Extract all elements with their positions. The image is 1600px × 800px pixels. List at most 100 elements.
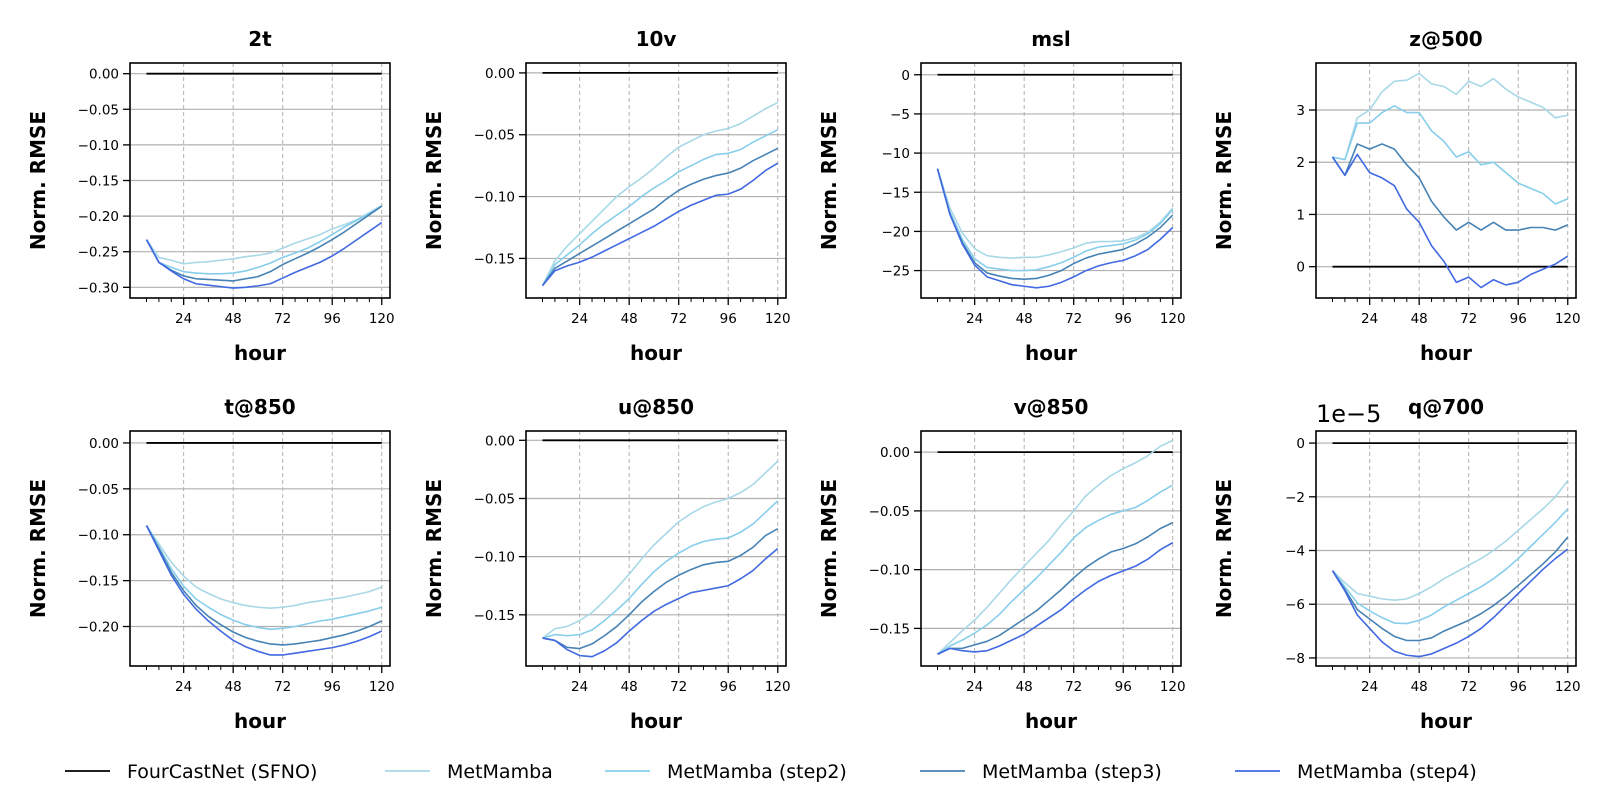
x-tick-label: 96 bbox=[324, 311, 341, 327]
y-axis-label: Norm. RMSE bbox=[422, 111, 446, 250]
y-tick-label: 3 bbox=[1296, 103, 1305, 119]
y-tick-label: −0.15 bbox=[78, 174, 119, 190]
y-tick-label: −0.10 bbox=[869, 563, 910, 579]
subplot-10v: 24 48 72 96 120 0.00 −0.05 −0.10 −0.15 10v hour Nor… bbox=[422, 27, 791, 365]
x-axis-label: hour bbox=[1420, 709, 1472, 733]
x-axis-label: hour bbox=[234, 341, 286, 365]
y-tick-label: −20 bbox=[882, 224, 911, 240]
legend-item: MetMamba bbox=[385, 761, 553, 783]
subplot-t@850: 24 48 72 96 120 0.00 −0.05 −0.10 −0.15 −0.20 t@850… bbox=[26, 395, 395, 733]
subplot-z@500: 24 48 72 96 120 3 2 1 0 z@500 hour Norm. RMSE bbox=[1212, 27, 1581, 365]
series-line-metmamba-step3- bbox=[936, 168, 1174, 281]
series-line-metmamba bbox=[1331, 480, 1569, 602]
series-line-metmamba-step2- bbox=[937, 484, 1174, 655]
subplot-title: z@500 bbox=[1409, 27, 1482, 51]
y-tick-label: 0.00 bbox=[89, 67, 119, 83]
x-tick-label: 72 bbox=[670, 311, 687, 327]
y-tick-label: 0 bbox=[1296, 260, 1305, 276]
subplot-u@850: 24 48 72 96 120 0.00 −0.05 −0.10 −0.15 u@850 hour N… bbox=[422, 395, 791, 733]
y-tick-label: −0.10 bbox=[474, 550, 515, 566]
y-tick-label: 0 bbox=[1296, 436, 1305, 452]
series-line-metmamba bbox=[145, 525, 383, 609]
y-tick-label: −0.05 bbox=[869, 504, 910, 520]
series-line-metmamba bbox=[1332, 72, 1568, 161]
y-tick-label: −0.15 bbox=[78, 574, 119, 590]
x-tick-label: 48 bbox=[1411, 679, 1428, 695]
y-tick-label: −0.15 bbox=[474, 608, 515, 624]
x-tick-label: 96 bbox=[1510, 679, 1527, 695]
legend-item: FourCastNet (SFNO) bbox=[65, 761, 317, 783]
series-line-metmamba-step4- bbox=[542, 547, 779, 658]
y-tick-label: −5 bbox=[890, 107, 910, 123]
x-tick-label: 24 bbox=[175, 679, 192, 695]
series-line-metmamba bbox=[542, 460, 779, 639]
x-axis-label: hour bbox=[234, 709, 286, 733]
axes-frame bbox=[1315, 62, 1577, 299]
series-line-metmamba-step2- bbox=[145, 525, 382, 631]
legend-item: MetMamba (step2) bbox=[605, 761, 847, 783]
y-tick-label: −2 bbox=[1285, 490, 1305, 506]
y-tick-label: −6 bbox=[1285, 597, 1305, 613]
x-axis-label: hour bbox=[1420, 341, 1472, 365]
x-tick-label: 72 bbox=[1460, 311, 1477, 327]
series-line-metmamba-step2- bbox=[542, 500, 779, 639]
x-tick-label: 72 bbox=[1460, 679, 1477, 695]
x-axis-label: hour bbox=[630, 341, 682, 365]
subplot-title: msl bbox=[1031, 27, 1071, 51]
axes-frame bbox=[525, 430, 787, 667]
y-axis-label: Norm. RMSE bbox=[1212, 111, 1236, 250]
series-line-metmamba-step3- bbox=[1331, 536, 1569, 642]
x-tick-label: 96 bbox=[720, 311, 737, 327]
series-line-metmamba-step3- bbox=[145, 525, 383, 646]
x-tick-label: 48 bbox=[621, 679, 638, 695]
x-tick-label: 24 bbox=[966, 679, 983, 695]
y-tick-label: −0.10 bbox=[78, 138, 119, 154]
x-tick-label: 48 bbox=[1016, 311, 1033, 327]
y-tick-label: 1 bbox=[1296, 207, 1305, 223]
legend: FourCastNet (SFNO) MetMamba MetMamba (step… bbox=[65, 761, 1477, 783]
y-axis-label: Norm. RMSE bbox=[1212, 479, 1236, 618]
series-line-metmamba bbox=[936, 439, 1174, 655]
y-axis-label: Norm. RMSE bbox=[817, 111, 841, 250]
x-tick-label: 96 bbox=[720, 679, 737, 695]
y-tick-label: 0.00 bbox=[89, 436, 119, 452]
series-line-metmamba-step4- bbox=[145, 525, 383, 656]
x-tick-label: 120 bbox=[765, 679, 791, 695]
x-tick-label: 72 bbox=[274, 311, 291, 327]
x-tick-label: 72 bbox=[1065, 679, 1082, 695]
series-line-metmamba-step2- bbox=[541, 129, 779, 287]
series-line-metmamba-step3- bbox=[145, 205, 383, 282]
subplot-2t: 24 48 72 96 120 0.00 −0.05 −0.10 −0.15 −0.20 −0.25… bbox=[26, 27, 395, 365]
legend-item: MetMamba (step3) bbox=[920, 761, 1162, 783]
subplot-title: u@850 bbox=[618, 395, 694, 419]
y-tick-label: −0.10 bbox=[474, 190, 515, 206]
x-tick-label: 48 bbox=[1016, 679, 1033, 695]
subplot-q@700: 24 48 72 96 120 0 −2 −4 −6 −8 q@700 hour Norm. RMSE 1… bbox=[1212, 395, 1581, 733]
legend-label: MetMamba (step4) bbox=[1297, 761, 1477, 783]
y-tick-label: −8 bbox=[1285, 651, 1305, 667]
y-tick-label: −0.15 bbox=[869, 621, 910, 637]
legend-item: MetMamba (step4) bbox=[1235, 761, 1477, 783]
x-tick-label: 96 bbox=[1115, 679, 1132, 695]
y-tick-label: 0 bbox=[901, 68, 910, 84]
y-tick-label: −25 bbox=[882, 264, 911, 280]
series-line-metmamba bbox=[145, 204, 383, 265]
y-axis-label: Norm. RMSE bbox=[422, 479, 446, 618]
subplot-title: 10v bbox=[636, 27, 677, 51]
series-line-metmamba bbox=[936, 168, 1174, 259]
legend-label: MetMamba (step3) bbox=[982, 761, 1162, 783]
x-tick-label: 96 bbox=[1115, 311, 1132, 327]
y-tick-label: −10 bbox=[882, 146, 911, 162]
x-tick-label: 120 bbox=[1160, 311, 1186, 327]
y-tick-label: 0.00 bbox=[485, 433, 515, 449]
y-axis-label: Norm. RMSE bbox=[817, 479, 841, 618]
x-tick-label: 48 bbox=[1411, 311, 1428, 327]
series-line-metmamba-step4- bbox=[937, 541, 1174, 655]
x-tick-label: 72 bbox=[670, 679, 687, 695]
x-tick-label: 72 bbox=[1065, 311, 1082, 327]
y-tick-label: −0.05 bbox=[78, 482, 119, 498]
y-tick-label: −0.05 bbox=[474, 491, 515, 507]
y-tick-label: −0.25 bbox=[78, 245, 119, 261]
y-tick-label: −0.10 bbox=[78, 528, 119, 544]
